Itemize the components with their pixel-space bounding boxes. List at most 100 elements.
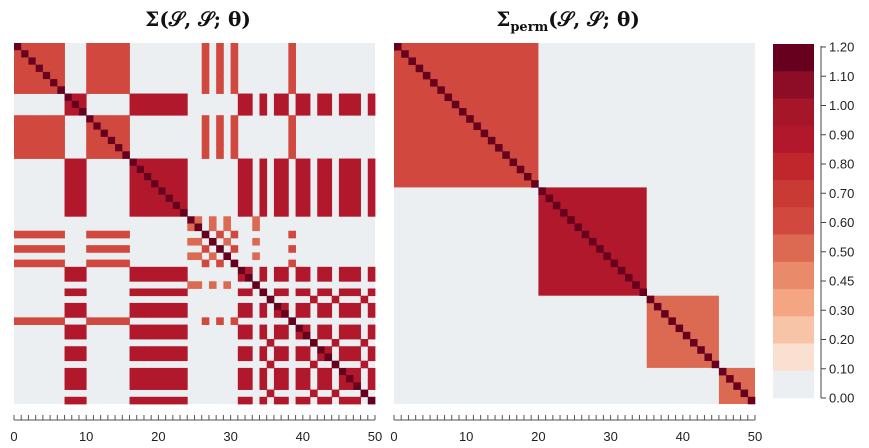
heatmap-diagonal-cell: [697, 346, 705, 354]
heatmap-cell: [273, 346, 282, 354]
heatmap-cell: [259, 346, 268, 354]
heatmap-diagonal-cell: [588, 237, 597, 246]
colorbar-label: 0.30: [829, 303, 854, 318]
heatmap-cell: [165, 180, 174, 188]
heatmap-cell: [245, 396, 253, 405]
heatmap-cell: [338, 324, 347, 333]
heatmap-cell: [324, 302, 333, 311]
heatmap-cell: [346, 396, 354, 405]
heatmap-cell: [93, 57, 102, 66]
heatmap-cell: [35, 151, 44, 159]
heatmap-cell: [324, 331, 333, 340]
heatmap-cell: [165, 324, 174, 333]
heatmap-cell: [172, 194, 181, 203]
heatmap-cell: [86, 136, 94, 145]
heatmap-cell: [28, 50, 37, 58]
left-x-axis: 0 10 20 30 40 50: [10, 415, 382, 444]
heatmap-cell: [302, 172, 311, 181]
heatmap-cell: [129, 346, 138, 354]
heatmap-cell: [64, 375, 73, 383]
heatmap-cell: [28, 86, 37, 94]
heatmap-cell: [201, 86, 210, 94]
heatmap-cell: [122, 230, 130, 239]
heatmap-cell: [237, 165, 246, 174]
heatmap-cell: [273, 158, 282, 167]
heatmap-cell: [165, 107, 174, 116]
heatmap-cell: [100, 64, 109, 73]
heatmap-cell: [64, 266, 73, 275]
heatmap-cell: [338, 266, 347, 275]
heatmap-cell: [93, 64, 102, 73]
heatmap-cell: [302, 310, 311, 318]
heatmap-cell: [180, 331, 188, 340]
heatmap-cell: [136, 194, 145, 203]
heatmap-cell: [143, 201, 152, 210]
heatmap-cell: [86, 122, 94, 131]
heatmap-cell: [143, 107, 152, 116]
heatmap-cell: [71, 158, 80, 167]
heatmap-cell: [158, 107, 167, 116]
heatmap-cell: [136, 187, 145, 196]
heatmap-cell: [295, 209, 304, 217]
heatmap-cell: [302, 367, 311, 376]
heatmap-cell: [252, 252, 260, 260]
heatmap-cell: [245, 158, 253, 167]
heatmap-cell: [302, 165, 311, 174]
heatmap-diagonal-cell: [682, 331, 691, 340]
heatmap-cell: [21, 317, 29, 325]
heatmap-cell: [346, 367, 354, 376]
heatmap-cell: [129, 266, 138, 275]
heatmap-cell: [201, 144, 210, 152]
heatmap-cell: [64, 201, 73, 210]
heatmap-cell: [136, 396, 145, 405]
heatmap-cell: [201, 129, 210, 138]
heatmap-cell: [353, 180, 361, 188]
heatmap-cell: [158, 201, 167, 210]
heatmap-cell: [266, 295, 275, 304]
heatmap-cell: [86, 43, 94, 51]
heatmap-cell: [165, 187, 174, 196]
heatmap-diagonal-cell: [675, 324, 684, 333]
heatmap-cell: [367, 375, 376, 383]
heatmap-cell: [71, 396, 80, 405]
heatmap-cell: [367, 353, 376, 362]
heatmap-diagonal-cell: [625, 274, 633, 282]
heatmap-diagonal-cell: [733, 382, 741, 390]
heatmap-cell: [158, 302, 167, 311]
heatmap-cell: [331, 295, 340, 304]
heatmap-cell: [28, 115, 37, 123]
heatmap-cell: [86, 71, 94, 80]
heatmap-cell: [288, 57, 296, 66]
heatmap-cell: [194, 216, 203, 224]
heatmap-cell: [172, 107, 181, 116]
heatmap-cell: [158, 310, 167, 318]
heatmap-cell: [100, 122, 109, 131]
heatmap-cell: [50, 50, 58, 58]
heatmap-cell: [310, 360, 318, 369]
heatmap-cell: [57, 151, 65, 159]
heatmap-cell: [115, 245, 123, 253]
heatmap-cell: [245, 274, 253, 282]
heatmap-cell: [143, 274, 152, 282]
heatmap-cell: [237, 382, 246, 390]
heatmap-cell: [302, 331, 311, 340]
heatmap-cell: [14, 259, 22, 268]
heatmap-cell: [28, 245, 37, 253]
heatmap-cell: [230, 245, 239, 253]
heatmap-cell: [338, 310, 347, 318]
heatmap-cell: [136, 172, 145, 181]
heatmap-cell: [230, 57, 239, 66]
heatmap-cell: [245, 180, 253, 188]
heatmap-cell: [35, 245, 44, 253]
heatmap-cell: [107, 230, 116, 239]
heatmap-cell: [338, 375, 347, 383]
heatmap-cell: [71, 324, 80, 333]
heatmap-cell: [78, 310, 87, 318]
heatmap-cell: [165, 310, 174, 318]
heatmap-diagonal-cell: [661, 310, 669, 318]
heatmap-cell: [353, 201, 361, 210]
heatmap-cell: [208, 281, 217, 289]
heatmap-cell: [180, 353, 188, 362]
heatmap-cell: [288, 317, 296, 325]
heatmap-cell: [136, 93, 145, 102]
